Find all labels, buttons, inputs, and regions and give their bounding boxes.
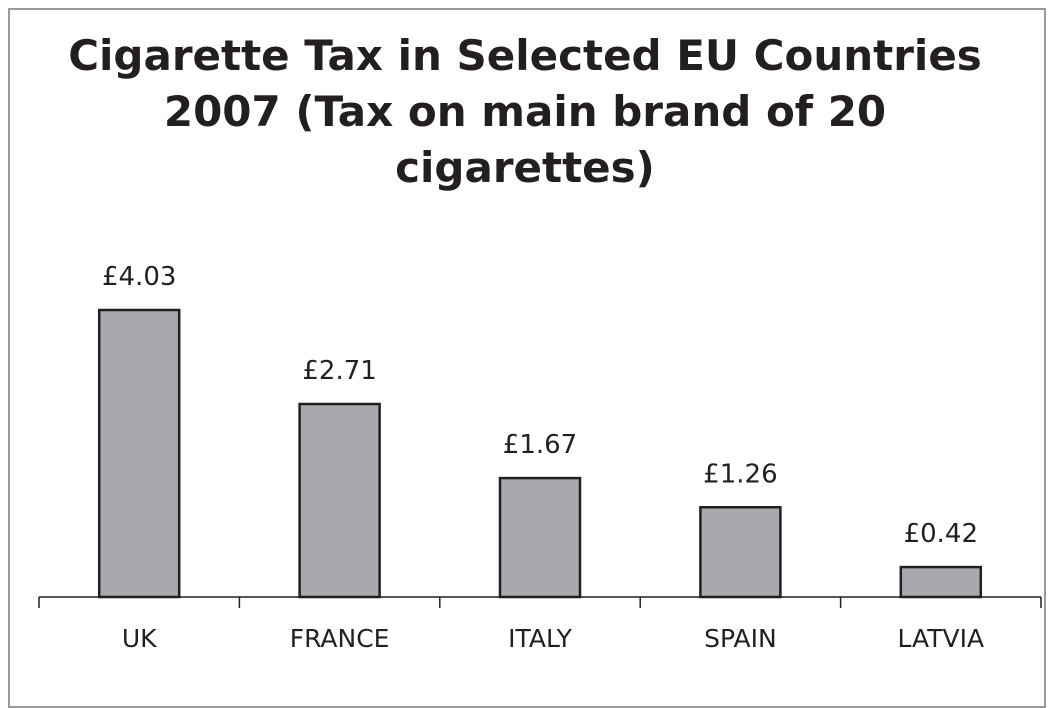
bars-group [97, 308, 983, 599]
bar-france [298, 402, 381, 599]
chart-title-line-2: 2007 (Tax on main brand of 20 [163, 87, 887, 136]
category-labels-group: UK FRANCE ITALY SPAIN LATVIA [122, 624, 984, 653]
data-label-latvia: £0.42 [904, 519, 978, 549]
x-ticks-group [38, 597, 1042, 608]
bar-italy [498, 476, 582, 599]
data-labels-group: £4.03 £2.71 £1.67 £1.26 £0.42 [102, 262, 978, 549]
bar-uk [97, 308, 181, 599]
chart-title-line-3: cigarettes) [395, 143, 655, 192]
category-label-italy: ITALY [508, 624, 572, 653]
bar-latvia [899, 565, 983, 599]
chart-title: Cigarette Tax in Selected EU Countries 2… [0, 28, 1050, 196]
category-label-uk: UK [122, 624, 157, 653]
bar-spain [699, 506, 782, 599]
data-label-italy: £1.67 [503, 430, 577, 460]
data-label-spain: £1.26 [703, 459, 777, 489]
category-label-latvia: LATVIA [898, 624, 985, 653]
category-label-france: FRANCE [290, 624, 390, 653]
data-label-uk: £4.03 [102, 262, 176, 292]
data-label-france: £2.71 [302, 356, 376, 386]
category-label-spain: SPAIN [704, 624, 777, 653]
chart-title-line-1: Cigarette Tax in Selected EU Countries [68, 31, 982, 80]
